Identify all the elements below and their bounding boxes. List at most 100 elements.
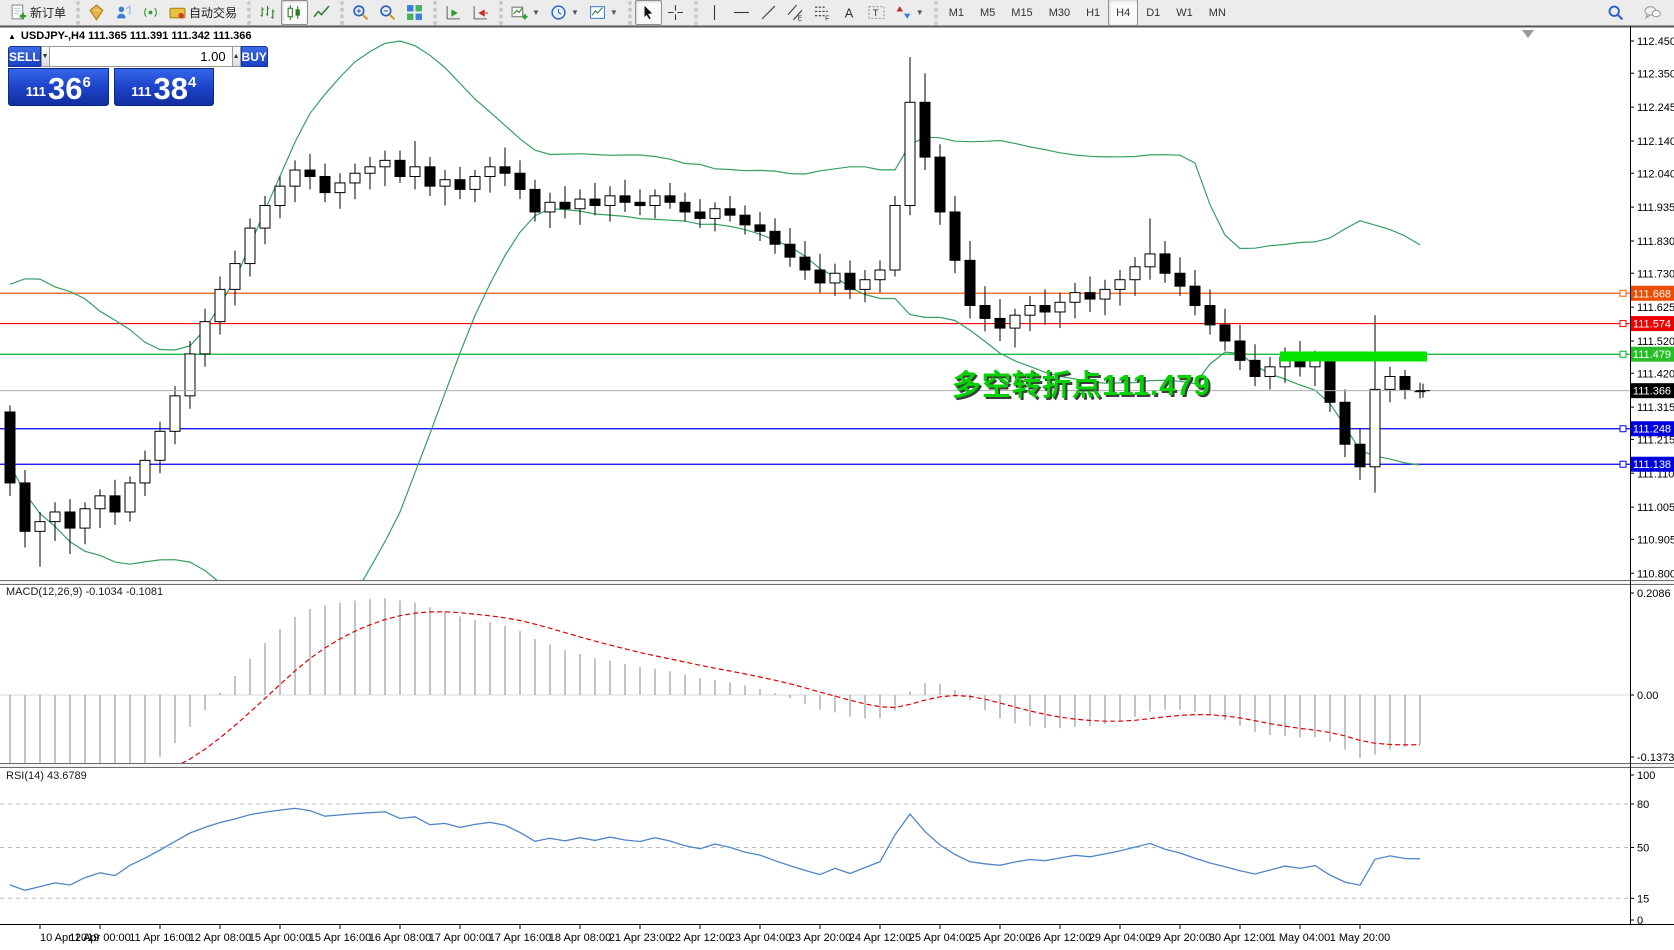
sell-button[interactable]: SELL [8,46,41,67]
svg-text:16 Apr 08:00: 16 Apr 08:00 [369,932,431,944]
cursor-icon [640,4,657,21]
sell-price-display[interactable]: 111 36 6 [8,68,109,106]
dropdown-arrow-icon[interactable]: ▼ [609,8,618,17]
volume-down-button[interactable]: ▼ [40,46,50,67]
templates-button[interactable]: ▼ [584,0,623,25]
crosshair-button[interactable] [662,0,689,25]
tf-m1-button[interactable]: M1 [941,0,972,26]
toolbar-group-4 [433,0,497,25]
tf-mn-button-label: MN [1208,6,1226,19]
svg-text:21 Apr 23:00: 21 Apr 23:00 [609,932,671,944]
svg-text:111.138: 111.138 [1633,459,1671,471]
auto-scroll-button[interactable] [440,0,467,25]
svg-text:111.005: 111.005 [1637,502,1674,514]
cursor-button[interactable] [634,0,662,25]
tf-m15-button[interactable]: M15 [1003,0,1040,26]
autotrading-button-label: 自动交易 [189,6,238,20]
volume-up-button[interactable]: ▲ [231,46,241,67]
chartshift-icon [472,4,489,21]
svg-text:50: 50 [1637,843,1649,855]
macd-axis[interactable]: 0.2086 0.00 -0.1373 [1630,588,1674,764]
toolbar-group-0: 新订单 [2,1,74,25]
svg-text:23 Apr 04:00: 23 Apr 04:00 [729,932,791,944]
autoscroll-icon [445,4,462,21]
tf-m1-button-label: M1 [948,6,964,19]
tf-m30-button[interactable]: M30 [1041,0,1078,26]
candles [4,57,1426,567]
svg-text:F: F [825,15,829,21]
dropdown-arrow-icon[interactable]: ▼ [570,8,579,17]
hline-icon [733,4,750,21]
rsi-axis[interactable]: 100 80 50 15 0 [1630,770,1655,927]
chat-button[interactable] [1639,0,1666,25]
collapse-panel-icon[interactable]: ▲ [8,32,16,41]
new-chart-button[interactable]: ▼ [506,0,545,25]
shapes-button[interactable]: ▼ [890,0,929,25]
vline-button[interactable] [701,0,728,25]
vline-icon [706,4,723,21]
svg-text:112.140: 112.140 [1637,136,1674,148]
tf-w1-button[interactable]: W1 [1168,0,1201,26]
buy-price-big: 38 [153,71,188,106]
buy-button[interactable]: BUY [240,46,268,67]
trendline-button[interactable] [755,0,782,25]
tf-m5-button[interactable]: M5 [972,0,1003,26]
svg-text:A: A [845,5,854,20]
price-axis[interactable]: 112.450 112.350 112.245 112.140 112.040 111.9… [1630,36,1674,580]
text-a-icon: A [841,4,858,21]
profile-button[interactable] [110,0,137,25]
candles-icon [286,4,303,21]
svg-text:18 Apr 08:00: 18 Apr 08:00 [549,932,611,944]
tf-h1-button[interactable]: H1 [1078,0,1108,26]
chart-shift-marker-icon[interactable] [1522,30,1534,38]
chart-area[interactable]: 112.450 112.350 112.245 112.140 112.040 111.9… [0,25,1674,950]
svg-text:11 Apr 00:00: 11 Apr 00:00 [69,932,131,944]
svg-text:111.215: 111.215 [1637,434,1674,446]
chart-title-text: USDJPY-,H4 111.365 111.391 111.342 111.3… [20,30,252,42]
bar-chart-button[interactable] [254,0,281,25]
svg-text:24 Apr 12:00: 24 Apr 12:00 [849,932,911,944]
fibo-icon: F [814,4,831,21]
hline-button[interactable] [728,0,755,25]
fibonacci-button[interactable]: F [809,0,836,25]
channel-button[interactable]: E [782,0,809,25]
buy-price-display[interactable]: 111 38 4 [113,68,214,106]
horizontal-lines[interactable] [0,289,1630,468]
rsi-pane[interactable] [0,803,1630,899]
svg-text:0: 0 [1637,915,1643,927]
tile-windows-button[interactable] [401,0,428,25]
annotation-text[interactable]: 多空转折点111.479 [952,370,1211,402]
new-order-button[interactable]: 新订单 [5,0,71,25]
zoom-out-button[interactable] [374,0,401,25]
tf-d1-button[interactable]: D1 [1138,0,1168,26]
search-button[interactable] [1602,0,1629,25]
text-button[interactable]: A [836,0,863,25]
autotrading-button[interactable]: 自动交易 [164,0,242,25]
signals-button[interactable] [137,0,164,25]
candlestick-button[interactable] [281,0,309,25]
line-chart-button[interactable] [308,0,335,25]
svg-text:111.668: 111.668 [1633,288,1671,300]
zoom-in-button[interactable] [347,0,374,25]
chart-shift-button[interactable] [467,0,494,25]
support-bar[interactable] [1280,351,1427,362]
tf-h4-button[interactable]: H4 [1108,0,1139,26]
label-button[interactable]: T [863,0,890,25]
svg-text:15 Apr 16:00: 15 Apr 16:00 [309,932,371,944]
label-t-icon: T [868,4,885,21]
volume-input[interactable] [49,46,232,67]
svg-text:80: 80 [1637,799,1649,811]
macd-pane[interactable] [0,598,1630,789]
svg-text:25 Apr 04:00: 25 Apr 04:00 [909,932,971,944]
svg-text:23 Apr 20:00: 23 Apr 20:00 [789,932,851,944]
profiles-button[interactable]: ▼ [545,0,584,25]
dropdown-arrow-icon[interactable]: ▼ [532,8,540,17]
svg-text:111.830: 111.830 [1637,236,1674,248]
tf-w1-button-label: W1 [1176,6,1193,19]
dropdown-arrow-icon[interactable]: ▼ [915,8,924,17]
svg-text:26 Apr 12:00: 26 Apr 12:00 [1029,932,1091,944]
profile-icon [115,4,132,21]
market-button[interactable] [83,0,110,25]
tf-mn-button[interactable]: MN [1201,0,1234,26]
